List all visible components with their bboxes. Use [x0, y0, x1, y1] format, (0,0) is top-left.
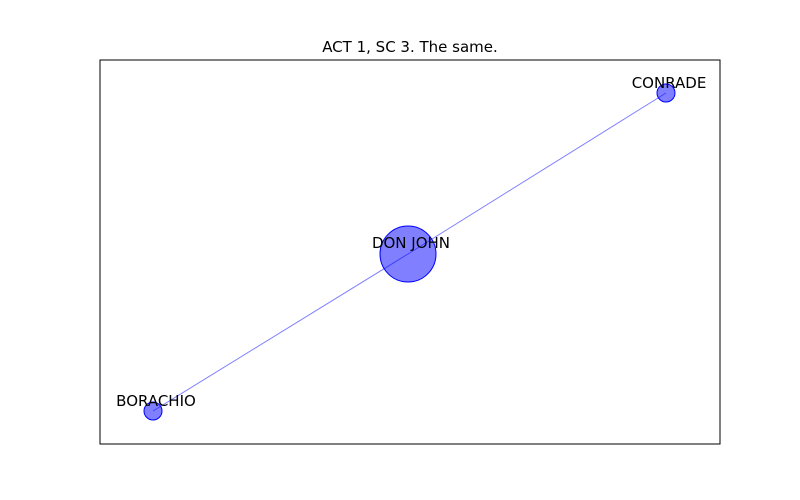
node-don-john	[379, 225, 437, 283]
node-conrade	[656, 83, 676, 103]
diagram-title: ACT 1, SC 3. The same.	[322, 38, 498, 56]
node-label-borachio: BORACHIO	[116, 392, 196, 410]
plot-frame	[99, 59, 721, 445]
node-borachio	[143, 401, 163, 421]
node-label-conrade: CONRADE	[632, 74, 707, 92]
edge-don-john-borachio	[152, 253, 409, 412]
labels-layer: DON JOHN CONRADE BORACHIO	[116, 74, 706, 410]
nodes-layer	[143, 83, 676, 421]
node-label-don-john: DON JOHN	[372, 234, 450, 252]
edges-layer	[152, 92, 667, 412]
edge-don-john-conrade	[407, 92, 667, 255]
